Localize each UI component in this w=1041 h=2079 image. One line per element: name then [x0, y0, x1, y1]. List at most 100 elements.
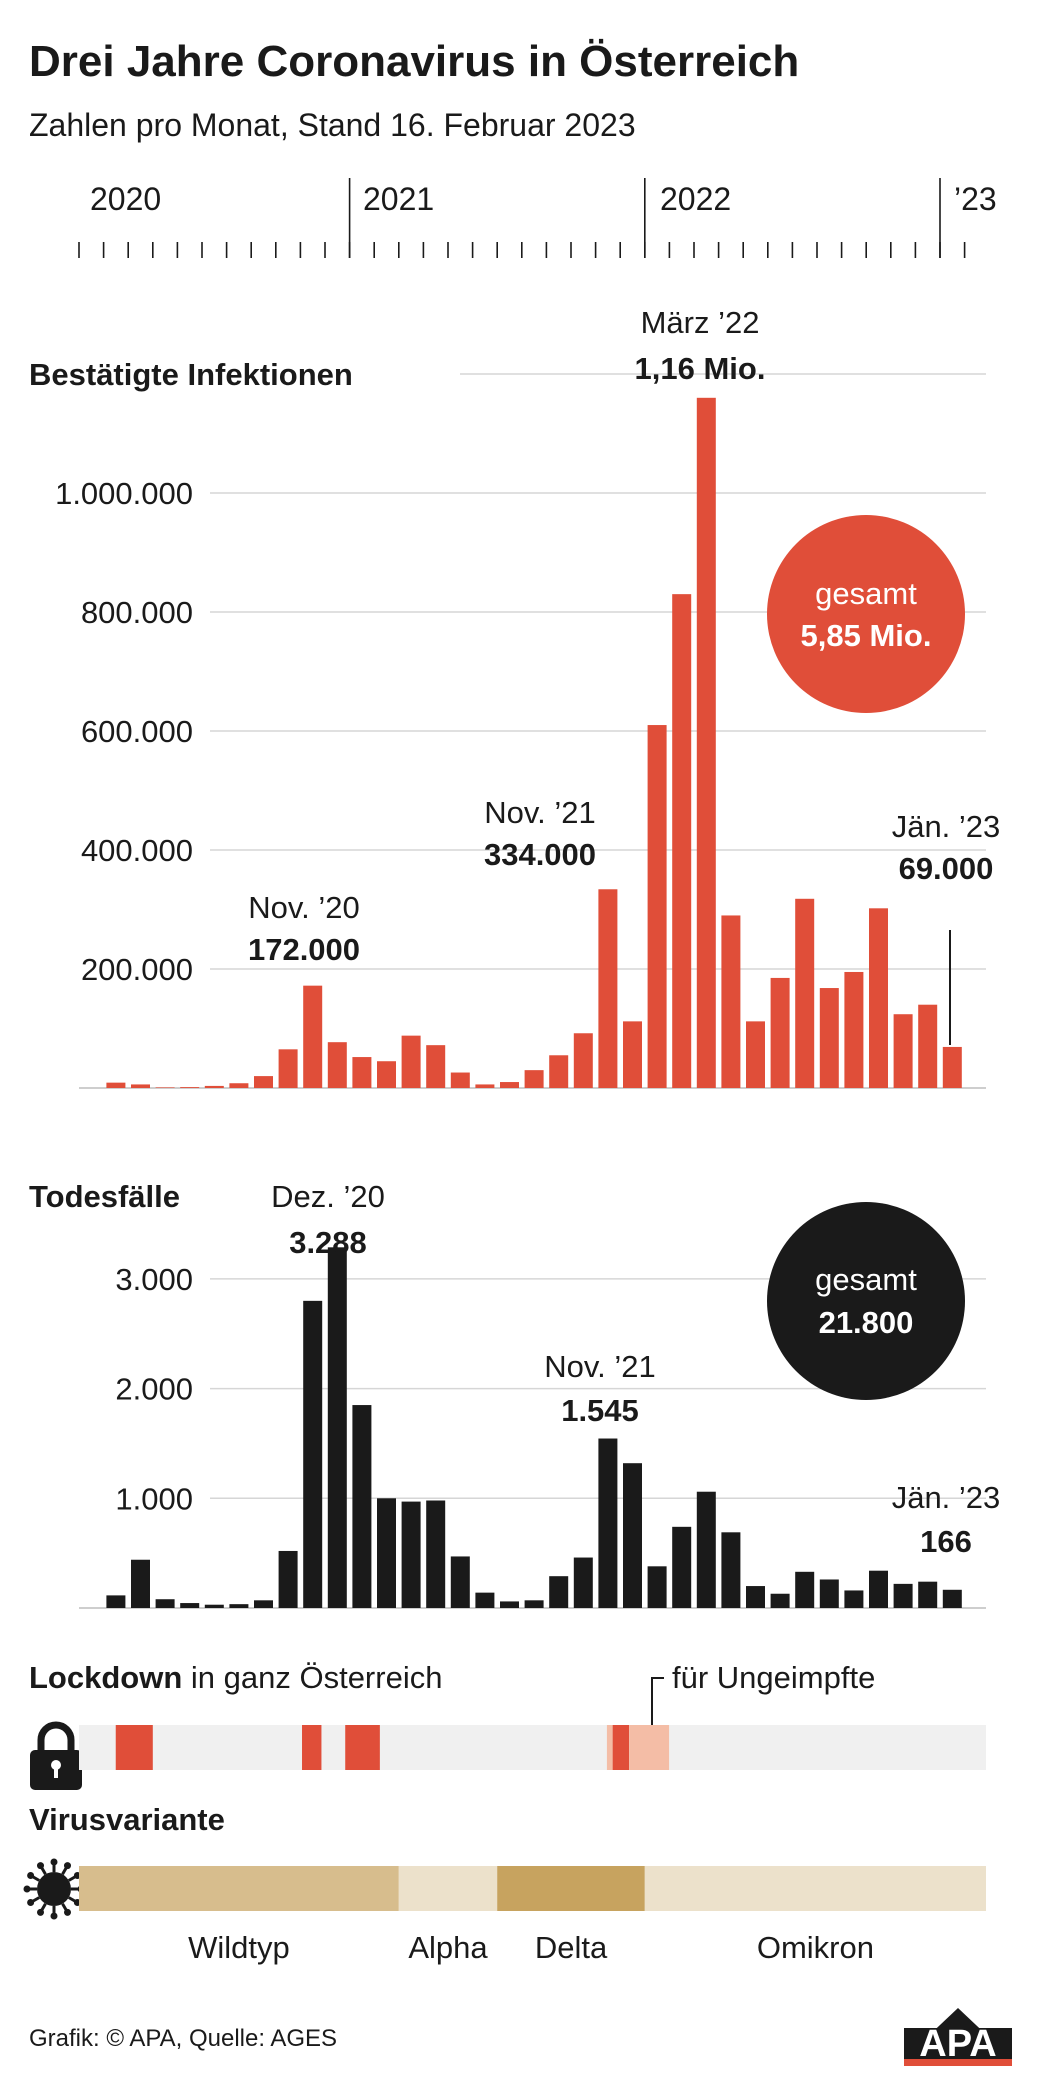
year-label-2023: ’23: [954, 181, 997, 217]
bar: [426, 1500, 446, 1608]
bar: [327, 1247, 347, 1608]
y-tick-label: 800.000: [81, 595, 193, 630]
deaths-title: Todesfälle: [29, 1179, 180, 1214]
infections-annotation-label: März ’22: [641, 305, 760, 340]
year-label-2021: 2021: [363, 181, 434, 217]
infections-annotation-mar22: März ’22 1,16 Mio.: [635, 305, 766, 386]
bar: [106, 1595, 126, 1608]
infections-annotation-nov20: Nov. ’20 172.000: [248, 890, 360, 967]
bar: [746, 1586, 765, 1608]
bar: [819, 988, 839, 1088]
variant-labels: Wildtyp Alpha Delta Omikron: [188, 1930, 874, 1965]
bar: [573, 1557, 593, 1608]
lockdown-unvaccinated-label: für Ungeimpfte: [672, 1660, 875, 1695]
lockdown-period-full: [345, 1725, 380, 1770]
padlock-icon: [30, 1721, 82, 1790]
infections-total-value: 5,85 Mio.: [801, 618, 932, 653]
lockdown-section: Lockdown in ganz Österreich für Ungeimpf…: [29, 1660, 986, 1790]
variant-title: Virusvariante: [29, 1802, 225, 1837]
bar: [327, 1042, 347, 1088]
lockdown-period-unvaccinated: [629, 1725, 670, 1770]
y-tick-label: 1.000: [115, 1481, 193, 1516]
infections-title: Bestätigte Infektionen: [29, 357, 353, 392]
virus-icon: [23, 1858, 85, 1920]
deaths-annotation-nov21: Nov. ’21 1.545: [544, 1349, 655, 1428]
infections-chart: 200.000 400.000 600.000 800.000 1.000.000 Be…: [29, 305, 1001, 1089]
deaths-annotation-label: Jän. ’23: [892, 1480, 1001, 1515]
y-tick-label: 200.000: [81, 952, 193, 987]
lockdown-period-full: [302, 1725, 322, 1770]
apa-logo: APA: [904, 2008, 1012, 2066]
lockdown-period-full: [115, 1725, 153, 1770]
bar: [155, 1599, 175, 1608]
bar: [475, 1592, 495, 1608]
bar: [672, 594, 692, 1088]
bar: [721, 1532, 741, 1608]
bar: [229, 1083, 249, 1088]
bar: [573, 1033, 593, 1088]
bar: [623, 1463, 642, 1608]
variant-segment-delta: [497, 1866, 645, 1911]
infections-annotation-value: 1,16 Mio.: [635, 351, 766, 386]
y-tick-label: 600.000: [81, 714, 193, 749]
y-tick-label: 400.000: [81, 833, 193, 868]
bar: [377, 1061, 396, 1088]
variant-label-omikron: Omikron: [757, 1930, 874, 1965]
bar: [254, 1600, 273, 1608]
variant-segments: [79, 1866, 986, 1911]
bar: [180, 1087, 200, 1088]
variant-segment-wildtyp: [79, 1866, 399, 1911]
bar: [795, 1571, 815, 1608]
page-title: Drei Jahre Coronavirus in Österreich: [29, 37, 799, 86]
deaths-bars: [106, 1247, 962, 1608]
bar: [942, 1046, 962, 1088]
deaths-total-label: gesamt: [815, 1262, 917, 1297]
bar: [401, 1501, 421, 1608]
bar: [180, 1603, 200, 1608]
bar: [549, 1055, 569, 1088]
infections-annotation-jan23: Jän. ’23 69.000: [892, 809, 1001, 886]
bar: [131, 1559, 150, 1608]
bar: [844, 1590, 864, 1608]
infections-annotation-value: 172.000: [248, 932, 360, 967]
infections-total-label: gesamt: [815, 576, 917, 611]
lockdown-period-full: [612, 1725, 630, 1770]
lockdown-track: [79, 1725, 986, 1770]
year-label-2022: 2022: [660, 181, 731, 217]
infections-annotation-label: Nov. ’20: [248, 890, 359, 925]
bar: [623, 1021, 642, 1088]
lockdown-title-rest: in ganz Österreich: [182, 1660, 442, 1695]
deaths-annotation-value: 3.288: [289, 1225, 367, 1260]
lockdown-periods: [115, 1725, 670, 1770]
deaths-annotation-value: 166: [920, 1524, 972, 1559]
bar: [770, 977, 790, 1088]
variant-segment-omikron: [644, 1866, 986, 1911]
lockdown-period-unvaccinated: [606, 1725, 613, 1770]
bar: [844, 971, 864, 1088]
year-label-2020: 2020: [90, 181, 161, 217]
lockdown-leader-line: [651, 1677, 664, 1732]
bar: [918, 1581, 938, 1608]
bar: [770, 1593, 790, 1608]
apa-logo-text: APA: [919, 2023, 996, 2065]
bar: [303, 985, 323, 1088]
infections-bars: [106, 397, 962, 1088]
bar: [549, 1576, 569, 1608]
bar: [819, 1579, 839, 1608]
infections-annotation-label: Nov. ’21: [484, 795, 595, 830]
bar: [475, 1084, 495, 1088]
bar: [893, 1014, 913, 1088]
bar: [278, 1550, 298, 1608]
bar: [524, 1600, 544, 1608]
deaths-annotation-dec20: Dez. ’20 3.288: [271, 1179, 385, 1260]
bar: [352, 1405, 372, 1608]
bar: [352, 1057, 372, 1088]
bar: [647, 725, 667, 1088]
deaths-total-circle: [767, 1202, 965, 1400]
lockdown-title: Lockdown in ganz Österreich: [29, 1660, 442, 1695]
variant-label-wildtyp: Wildtyp: [188, 1930, 290, 1965]
bar: [401, 1035, 421, 1088]
bar: [893, 1583, 913, 1608]
bar: [598, 889, 618, 1088]
deaths-annotation-value: 1.545: [561, 1393, 639, 1428]
